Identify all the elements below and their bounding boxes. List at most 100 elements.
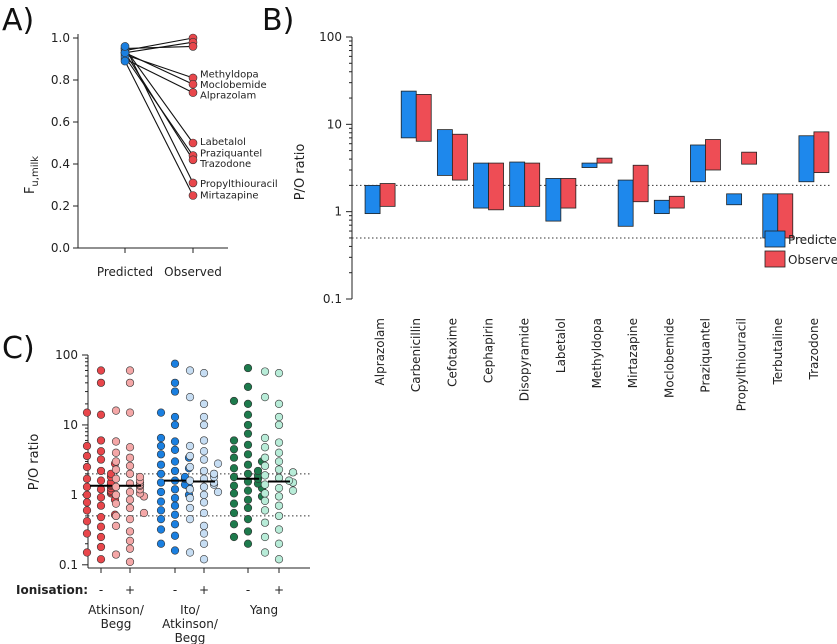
panel-c-group-label: Atkinson/ <box>88 603 145 617</box>
panel-b-predicted-bar <box>581 162 598 168</box>
panel-b-axes: 0.1 1 10 100 <box>319 30 832 306</box>
panel-c-ionisation-sign: - <box>246 583 250 597</box>
panel-c-point <box>260 480 270 489</box>
panel-b-predicted-bar <box>617 179 634 227</box>
panel-b-category-label: Methyldopa <box>590 318 604 388</box>
panel-a-connector <box>124 52 194 85</box>
panel-c-point <box>185 441 195 451</box>
panel-a-axes: 0.0 0.2 0.4 0.6 0.8 1.0 Predicted Observed <box>51 31 228 279</box>
panel-a-connector <box>124 45 194 50</box>
panel-c-point <box>243 503 253 513</box>
panel-a-drug-label: Propylthiouracil <box>200 179 278 190</box>
panel-c-point <box>156 460 166 469</box>
panel-b-observed-bar <box>741 151 758 165</box>
panel-b-observed-bar <box>488 162 504 211</box>
panel-c-point <box>185 451 195 461</box>
panel-c-point <box>82 517 92 526</box>
panel-c-point <box>199 466 209 476</box>
panel-a-connector <box>124 58 194 94</box>
legend-predicted-label: Predicted <box>788 233 837 247</box>
panel-c-point <box>170 520 180 529</box>
panel-c-group-label: Ito/ <box>180 603 201 617</box>
panel-a-lines <box>124 37 194 196</box>
panel-b-category-label: Carbenicillin <box>409 318 423 392</box>
panel-a-observed-point <box>188 88 198 97</box>
panel-c-ylabel: P/O ratio <box>27 434 42 491</box>
panel-b-observed-bar <box>632 164 649 203</box>
panel-b-category-label: Mirtazapine <box>626 318 640 388</box>
panel-c-point <box>274 525 284 534</box>
panel-b-ylabel: P/O ratio <box>293 144 308 201</box>
panel-c-point <box>170 387 180 396</box>
panel-c-point <box>199 369 209 378</box>
panel-a-xtick-label: Predicted <box>97 265 153 279</box>
panel-c-medians <box>90 477 290 487</box>
panel-c-point <box>274 555 284 564</box>
panel-a-predicted-point <box>120 42 130 51</box>
panel-c-point <box>82 441 92 451</box>
panel-c-point <box>96 410 106 419</box>
panel-b-category-label: Trazodone <box>807 318 821 380</box>
panel-a-observed-point <box>188 178 198 188</box>
panel-b-bars <box>364 90 830 239</box>
panel-b-category-label: Moclobemide <box>662 318 676 398</box>
panel-c-point <box>170 501 180 510</box>
panel-c-point <box>170 420 180 430</box>
panel-b-observed-bar <box>705 139 721 171</box>
panel-c-point <box>274 412 284 422</box>
panel-c-point <box>125 487 135 497</box>
panel-c-point <box>274 473 284 482</box>
panel-c-point <box>199 521 209 530</box>
panel-c-ionisation-sign: - <box>173 583 177 597</box>
panel-b-predicted-bar <box>690 144 706 183</box>
panel-c-point <box>229 464 239 473</box>
panel-c-point <box>170 546 180 555</box>
panel-b-ytick-label: 10 <box>327 117 342 131</box>
panel-a-ytick-label: 0.0 <box>51 241 70 255</box>
panel-c-group-label: Atkinson/ <box>162 617 219 631</box>
panel-b-category-label: Cephapirin <box>482 318 496 383</box>
panel-b-predicted-bar <box>436 129 453 176</box>
panel-a-points <box>120 33 198 200</box>
panel-a-ytick-label: 0.2 <box>51 199 70 213</box>
panel-c-point <box>260 453 270 462</box>
panel-c-point <box>96 555 106 564</box>
panel-b-predicted-bar <box>473 162 489 209</box>
panel-a-connector <box>124 60 194 196</box>
panel-a-drug-label: Trazodone <box>199 159 251 170</box>
panel-b-category-label: Labetalol <box>554 318 568 373</box>
panel-c-point <box>82 529 92 538</box>
legend-predicted-swatch <box>764 230 786 248</box>
panel-c-point <box>199 539 209 548</box>
panel-c-point <box>125 503 135 513</box>
panel-b-ytick-label: 0.1 <box>323 292 342 306</box>
panel-a-drug-label: Praziquantel <box>200 148 262 159</box>
panel-b-predicted-bar <box>798 135 815 183</box>
panel-c-point <box>209 469 219 478</box>
panel-c-point <box>199 399 209 408</box>
panel-c-point <box>82 408 92 417</box>
panel-c-point <box>125 469 135 478</box>
panel-c-point <box>243 527 253 536</box>
panel-b-category-label: Propylthiouracil <box>735 318 749 411</box>
panel-c-point <box>243 410 253 419</box>
panel-b-observed-bar <box>415 94 432 142</box>
panel-b-observed-bar <box>813 131 830 174</box>
panel-c-point <box>229 481 239 490</box>
panel-b-observed-bar <box>668 195 685 209</box>
panel-c-point <box>111 521 121 530</box>
panel-b: B) P/O ratio 0.1 1 10 100 Alprazolam Carbeni… <box>262 3 837 411</box>
panel-c-group-label: Begg <box>101 617 132 631</box>
panel-a-ytick-label: 1.0 <box>51 31 70 45</box>
panel-b-ytick-label: 1 <box>334 205 342 219</box>
panel-c-point <box>260 471 270 480</box>
panel-a-ylabel-sub: u,milk <box>30 156 41 187</box>
panel-c-point <box>139 508 149 518</box>
panel-c-point <box>125 443 135 452</box>
panel-c-point <box>125 366 135 375</box>
panel-c-point <box>156 487 166 497</box>
panel-c-point <box>170 412 180 422</box>
